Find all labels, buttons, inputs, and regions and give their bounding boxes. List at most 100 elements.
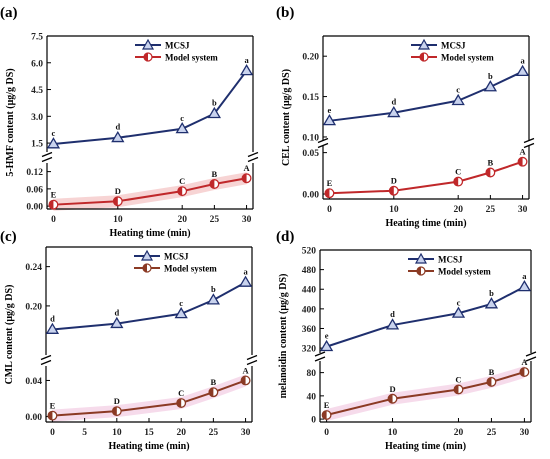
y-tick-label: 0.24 — [25, 263, 42, 273]
series-line-mcsj — [326, 285, 525, 348]
y-tick-label: 440 — [302, 286, 317, 296]
panel-c: (c) 0.20 0.24 0.00 0.04 0 5 10 15 20 25 30 Heating t… — [0, 229, 258, 452]
y-tick-label: 0.00 — [302, 191, 319, 201]
legend-label-mcsj: MCSJ — [438, 255, 463, 265]
point-label-model: E — [327, 178, 333, 188]
point-label-mcsj: a — [243, 266, 248, 276]
point-mcsj — [451, 306, 466, 318]
axis-break-mark — [523, 142, 535, 149]
point-mcsj — [387, 105, 401, 118]
panel-label: (d) — [276, 229, 294, 245]
x-tick-label: 20 — [176, 428, 186, 438]
point-model-fill — [241, 376, 246, 385]
point-label-model: D — [114, 396, 120, 406]
point-label-model: D — [115, 186, 121, 196]
legend: MCSJ Model system — [135, 38, 218, 63]
point-model-fill — [176, 398, 182, 408]
point-mcsj — [322, 114, 337, 126]
point-label-mcsj: d — [390, 309, 395, 319]
panel-label: (c) — [0, 229, 17, 245]
x-tick-label: 0 — [324, 428, 329, 438]
legend: MCSJ Model system — [134, 249, 217, 274]
point-mcsj — [385, 318, 400, 330]
x-axis-label: Heating time (min) — [385, 218, 466, 229]
point-label-mcsj: a — [522, 271, 527, 281]
y-tick-label: 0.05 — [302, 149, 319, 159]
legend-marker-model-fill — [143, 264, 147, 272]
point-label-mcsj: c — [456, 85, 460, 95]
panel-label: (b) — [276, 5, 294, 21]
legend: MCSJ Model system — [411, 38, 494, 63]
point-label-mcsj: c — [179, 298, 183, 308]
y-axis-label: melanoidin content (μg/g DS) — [278, 274, 289, 399]
point-model-fill — [389, 186, 394, 196]
axis-break-mark — [246, 359, 258, 366]
y-tick-label: 320 — [302, 345, 317, 355]
point-model-fill — [209, 387, 214, 397]
point-model-fill — [49, 200, 54, 209]
x-tick-label: 20 — [177, 215, 187, 225]
point-label-mcsj: b — [489, 288, 494, 298]
point-model-fill — [453, 177, 459, 186]
panel-d: (d) 320 360 400 440 480 520 0 40 80 0 10 20 25 30 Heati… — [276, 229, 537, 452]
point-label-model: A — [242, 365, 249, 375]
point-mcsj — [110, 316, 124, 329]
y-axis-label: CEL content (μg/g DS) — [281, 69, 292, 166]
axis-break-mark — [40, 354, 52, 361]
point-model-fill — [177, 186, 183, 196]
y-tick-label: 3.0 — [31, 113, 43, 123]
y-axis-label: 5-HMF content (μg/g DS) — [5, 68, 16, 176]
point-model-fill — [322, 410, 327, 420]
point-label-mcsj: d — [114, 308, 119, 318]
axis-break-mark — [314, 351, 326, 357]
axis-break-mark — [523, 137, 535, 144]
point-mcsj — [175, 122, 189, 134]
point-model-fill — [454, 385, 459, 394]
point-label-mcsj: a — [520, 56, 525, 66]
x-tick-label: 5 — [82, 428, 87, 438]
legend-label-mcsj: MCSJ — [441, 41, 466, 51]
axis-break-mark — [314, 356, 326, 362]
point-model-fill — [112, 406, 117, 416]
y-tick-label: 4.5 — [31, 86, 43, 96]
legend-marker-mcsj — [417, 38, 431, 50]
y-tick-label: 0.00 — [25, 413, 42, 423]
point-label-mcsj: d — [50, 313, 55, 323]
point-label-model: E — [51, 190, 57, 200]
x-axis-label: Heating time (min) — [385, 441, 466, 452]
y-tick-label: 0.15 — [302, 93, 319, 103]
point-model-fill — [486, 168, 491, 177]
point-label-model: D — [389, 384, 395, 394]
y-tick-label: 520 — [302, 247, 317, 257]
x-axis-label: Heating time (min) — [108, 441, 189, 452]
y-tick-label: 0.06 — [26, 185, 43, 195]
series-line-mcsj — [52, 281, 247, 331]
point-mcsj — [207, 106, 222, 119]
point-mcsj — [46, 137, 61, 149]
point-label-mcsj: d — [391, 97, 396, 107]
x-tick-label: 30 — [242, 215, 252, 225]
x-tick-label: 25 — [486, 205, 496, 215]
x-tick-label: 10 — [389, 205, 399, 215]
y-tick-label: 480 — [302, 266, 317, 276]
x-tick-label: 10 — [113, 215, 123, 225]
x-tick-label: 0 — [51, 215, 56, 225]
point-label-model: A — [519, 147, 526, 157]
point-label-model: A — [521, 357, 528, 367]
point-label-model: C — [179, 176, 185, 186]
legend-marker-model-fill — [420, 53, 424, 61]
confidence-band — [52, 374, 246, 422]
x-tick-label: 25 — [209, 428, 219, 438]
point-label-model: C — [455, 167, 461, 177]
y-tick-label: 0 — [311, 416, 316, 426]
y-tick-label: 0.12 — [26, 168, 43, 178]
point-model-fill — [520, 367, 525, 377]
point-model-fill — [113, 196, 118, 206]
point-label-mcsj: c — [457, 297, 461, 307]
x-tick-label: 30 — [518, 205, 528, 215]
point-mcsj — [111, 130, 125, 143]
legend-marker-mcsj — [140, 249, 154, 261]
legend-label-model: Model system — [441, 53, 494, 63]
x-axis-label: Heating time (min) — [109, 228, 190, 239]
